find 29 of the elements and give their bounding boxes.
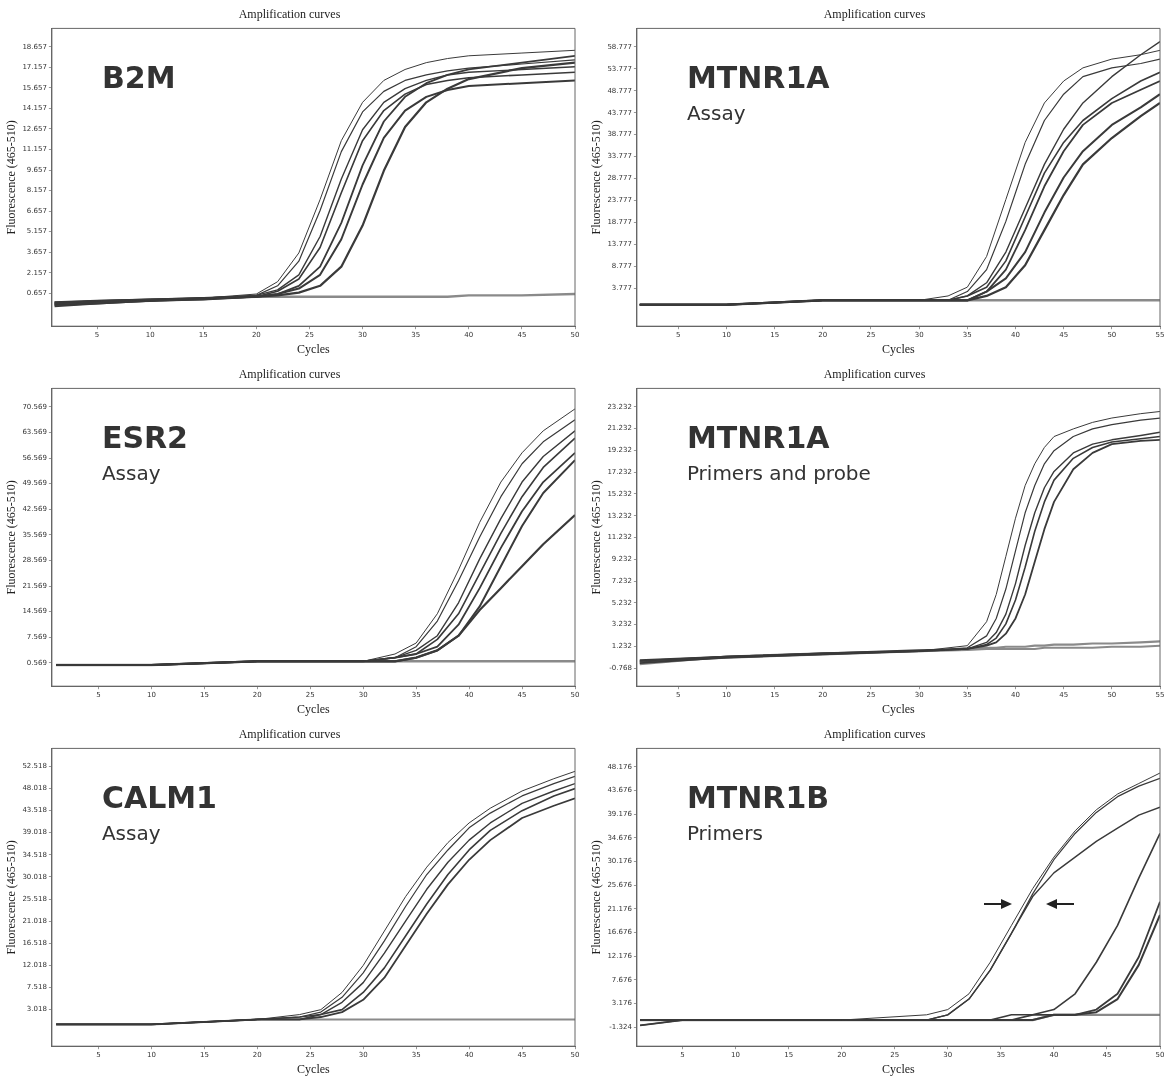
chart-title: Amplification curves	[823, 727, 926, 742]
y-axis-title: Fluorescence (465-510)	[4, 120, 19, 235]
annotation: Assay	[686, 101, 746, 126]
y-axis-title: Fluorescence (465-510)	[4, 480, 19, 595]
chart-title: Amplification curves	[238, 367, 341, 382]
x-axis-title: Cycles	[882, 341, 916, 356]
annotation: Primers and probe	[686, 461, 871, 486]
x-axis-title: Cycles	[297, 1061, 331, 1076]
y-axis-title: Fluorescence (465-510)	[4, 840, 19, 955]
annotation: MTNR1A	[686, 420, 831, 456]
annotation: CALM1	[101, 780, 217, 816]
annotation: Primers	[686, 821, 763, 846]
annotation: Assay	[101, 461, 161, 486]
x-axis-title: Cycles	[882, 1061, 916, 1076]
x-axis-title: Cycles	[297, 701, 331, 716]
chart-title: Amplification curves	[238, 727, 341, 742]
x-axis-title: Cycles	[882, 701, 916, 716]
annotation: Assay	[101, 821, 161, 846]
y-axis-title: Fluorescence (465-510)	[589, 840, 604, 955]
annotation: ESR2	[101, 420, 188, 456]
chart-title: Amplification curves	[823, 7, 926, 22]
annotation: MTNR1A	[686, 60, 831, 96]
y-axis-title: Fluorescence (465-510)	[589, 480, 604, 595]
annotation: B2M	[101, 60, 176, 96]
annotation: MTNR1B	[686, 780, 830, 816]
x-axis-title: Cycles	[297, 341, 331, 356]
chart-title: Amplification curves	[823, 367, 926, 382]
y-axis-title: Fluorescence (465-510)	[589, 120, 604, 235]
chart-title: Amplification curves	[238, 7, 341, 22]
